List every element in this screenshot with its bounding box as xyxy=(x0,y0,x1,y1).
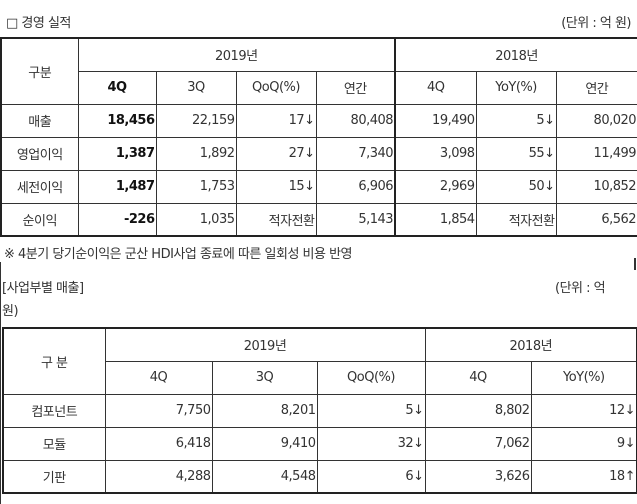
section2-title: [사업부별 매출] xyxy=(2,281,84,296)
table-cell: 1,387 xyxy=(77,136,157,171)
table-cell: 7,062 xyxy=(424,426,532,461)
table-cell: 1,892 xyxy=(155,136,237,171)
table-cell: 5↓ xyxy=(475,103,557,138)
table-cell: 6,418 xyxy=(104,426,213,461)
table-cell: 7,750 xyxy=(104,393,213,428)
table-cell: 19,490 xyxy=(394,103,477,138)
table-cell: 22,159 xyxy=(155,103,237,138)
table-cell: 6,906 xyxy=(315,169,396,204)
header-2019: 2019년 xyxy=(104,327,426,362)
row-label: 컴포넌트 xyxy=(2,393,106,428)
col-header: 4Q xyxy=(394,70,477,105)
table-row: 매출 18,456 22,159 17↓ 80,408 19,490 5↓ 80,020 xyxy=(0,103,637,138)
table-cell: 18,456 xyxy=(77,103,157,138)
table-cell: 27↓ xyxy=(235,136,317,171)
performance-table: 구분 2019년 2018년 4Q 3Q QoQ(%) 연간 4Q YoY(%)… xyxy=(0,37,637,237)
table-cell: 80,020 xyxy=(555,103,637,138)
row-label: 기판 xyxy=(2,459,106,494)
table-cell: 15↓ xyxy=(235,169,317,204)
segment-sales-table: 구 분 2019년 2018년 4Q 3Q QoQ(%) 4Q YoY(%) 컴… xyxy=(2,327,637,494)
col-header: QoQ(%) xyxy=(235,70,317,105)
table-cell: 1,854 xyxy=(394,202,477,237)
table-cell: 17↓ xyxy=(235,103,317,138)
header-2018: 2018년 xyxy=(424,327,637,362)
header-2019: 2019년 xyxy=(77,37,396,72)
table-cell: 8,802 xyxy=(424,393,532,428)
table-cell: 50↓ xyxy=(475,169,557,204)
header-category: 구분 xyxy=(0,37,79,105)
row-label: 매출 xyxy=(0,103,79,138)
header-category: 구 분 xyxy=(2,327,106,395)
table-cell: 적자전환 xyxy=(235,202,317,237)
row-label: 순이익 xyxy=(0,202,79,237)
table-cell: 32↓ xyxy=(316,426,426,461)
header-2018: 2018년 xyxy=(394,37,637,72)
table-cell: 6,562 xyxy=(555,202,637,237)
table-cell: 5↓ xyxy=(316,393,426,428)
table-row: 모듈 6,418 9,410 32↓ 7,062 9↓ xyxy=(2,426,637,461)
table-cell: 12↓ xyxy=(530,393,637,428)
table-cell: 3,098 xyxy=(394,136,477,171)
table-cell: 2,969 xyxy=(394,169,477,204)
table-cell: 6↓ xyxy=(316,459,426,494)
table-row: 기판 4,288 4,548 6↓ 3,626 18↑ xyxy=(2,459,637,494)
col-header: YoY(%) xyxy=(475,70,557,105)
table-row: 컴포넌트 7,750 8,201 5↓ 8,802 12↓ xyxy=(2,393,637,428)
section1-unit: (단위 : 억 원) xyxy=(561,16,631,31)
col-header: 연간 xyxy=(555,70,637,105)
table-cell: 3,626 xyxy=(424,459,532,494)
table-cell: 5,143 xyxy=(315,202,396,237)
col-header: 연간 xyxy=(315,70,396,105)
table-cell: 적자전환 xyxy=(475,202,557,237)
table-cell: 8,201 xyxy=(211,393,318,428)
table-cell: 11,499 xyxy=(555,136,637,171)
table-cell: 9↓ xyxy=(530,426,637,461)
table-cell: -226 xyxy=(77,202,157,237)
table-cell: 7,340 xyxy=(315,136,396,171)
col-header: QoQ(%) xyxy=(316,360,426,395)
footnote: ※ 4분기 당기순이익은 군산 HDI사업 종료에 따른 일회성 비용 반영 xyxy=(4,247,353,262)
section1-title: □ 경영 실적 xyxy=(6,16,71,31)
col-header: YoY(%) xyxy=(530,360,637,395)
col-header: 4Q xyxy=(424,360,532,395)
table-cell: 4,548 xyxy=(211,459,318,494)
col-header: 3Q xyxy=(211,360,318,395)
table-row: 영업이익 1,387 1,892 27↓ 7,340 3,098 55↓ 11,499 xyxy=(0,136,637,171)
row-label: 세전이익 xyxy=(0,169,79,204)
table-cell: 1,753 xyxy=(155,169,237,204)
table-cell: 10,852 xyxy=(555,169,637,204)
table-row: 세전이익 1,487 1,753 15↓ 6,906 2,969 50↓ 10,852 xyxy=(0,169,637,204)
table-cell: 55↓ xyxy=(475,136,557,171)
row-label: 영업이익 xyxy=(0,136,79,171)
table-row: 순이익 -226 1,035 적자전환 5,143 1,854 적자전환 6,562 xyxy=(0,202,637,237)
table-cell: 1,035 xyxy=(155,202,237,237)
col-header: 4Q xyxy=(104,360,213,395)
section2-unit: (단위 : 억 xyxy=(555,281,606,296)
divider xyxy=(0,262,1,504)
row-label: 모듈 xyxy=(2,426,106,461)
table-cell: 4,288 xyxy=(104,459,213,494)
table-cell: 80,408 xyxy=(315,103,396,138)
divider xyxy=(634,258,636,270)
section2-unit-cont: 원) xyxy=(2,304,19,319)
col-header: 3Q xyxy=(155,70,237,105)
col-header: 4Q xyxy=(77,70,157,105)
table-cell: 18↑ xyxy=(530,459,637,494)
table-cell: 9,410 xyxy=(211,426,318,461)
table-cell: 1,487 xyxy=(77,169,157,204)
